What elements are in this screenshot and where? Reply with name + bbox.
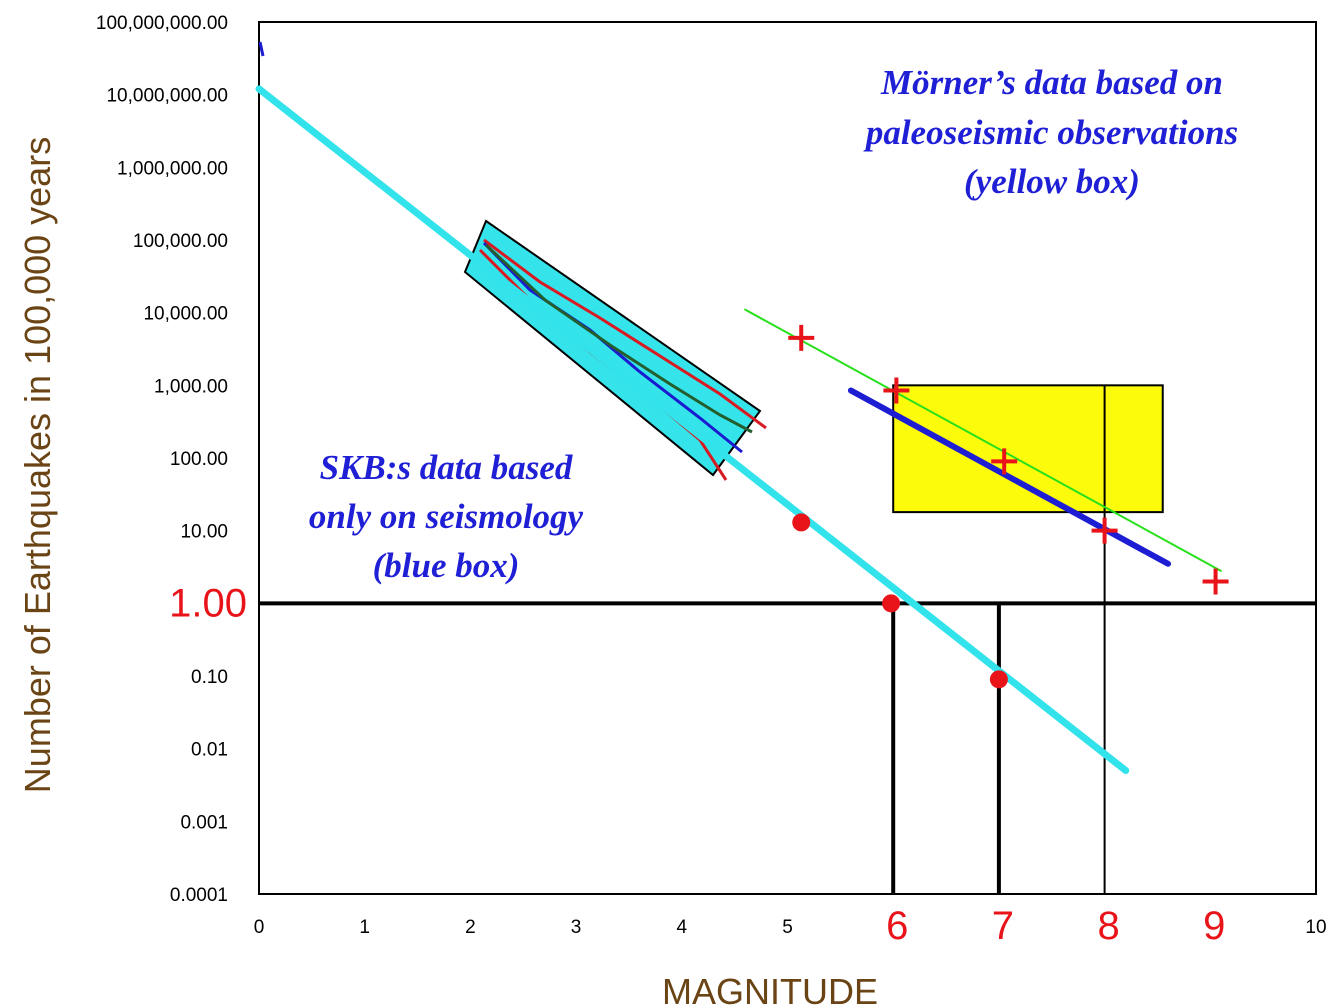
x-axis-label: MAGNITUDE xyxy=(662,971,878,1008)
x-tick-label-8: 8 xyxy=(1097,904,1119,948)
red-dot-2 xyxy=(882,594,901,613)
blue-box-trace-3 xyxy=(484,243,753,434)
cyan-line-start-mark xyxy=(258,41,265,57)
yellow-box xyxy=(892,384,1164,514)
tick-labels: 100,000,000.00 10,000,000.00 1,000,000.00 1… xyxy=(96,13,1327,948)
y-tick-label-7: 10.00 xyxy=(180,522,228,543)
y-tick-label-2: 1,000,000.00 xyxy=(117,158,228,179)
red-plus-5 xyxy=(1202,568,1229,595)
green-line xyxy=(744,308,1222,572)
y-tick-label-3: 100,000.00 xyxy=(133,231,228,252)
cyan-fit-line xyxy=(255,85,1130,775)
series-lines xyxy=(255,41,1222,775)
blue-line xyxy=(847,387,1172,567)
series-marks xyxy=(788,324,1229,689)
red-plus-3 xyxy=(991,448,1018,475)
x-tick-label-1: 1 xyxy=(359,917,370,938)
background-marks xyxy=(259,384,1316,894)
skb-annotation-line-2: only on seismology xyxy=(309,497,584,536)
red-dot-1 xyxy=(792,513,811,532)
y-tick-label-1: 10,000,000.00 xyxy=(106,86,228,107)
blue-box-trace-2 xyxy=(482,241,743,454)
red-plus-1 xyxy=(788,324,815,351)
y-axis-label: Number of Earthquakes in 100,000 years xyxy=(17,137,58,793)
y-tick-label-8: 1.00 xyxy=(169,581,247,625)
y-tick-label-10: 0.01 xyxy=(191,740,228,761)
morner-annotation-line-1: Mörner’s data based on xyxy=(880,63,1223,102)
y-tick-label-0: 100,000,000.00 xyxy=(96,13,228,34)
morner-annotation-line-3: (yellow box) xyxy=(964,162,1140,201)
y-tick-label-4: 10,000.00 xyxy=(143,304,228,325)
y-tick-label-11: 0.001 xyxy=(180,812,228,833)
y-tick-label-5: 1,000.00 xyxy=(154,376,228,397)
x-tick-label-6: 6 xyxy=(886,904,908,948)
y-tick-label-9: 0.10 xyxy=(191,667,228,688)
skb-annotation-line-1: SKB:s data based xyxy=(320,448,573,487)
y-tick-label-12: 0.0001 xyxy=(170,885,228,906)
x-tick-label-4: 4 xyxy=(677,917,688,938)
blue-box-trace-1 xyxy=(483,238,767,430)
morner-annotation-line-2: paleoseismic observations xyxy=(863,113,1238,152)
x-tick-label-5: 5 xyxy=(782,917,793,938)
red-dot-3 xyxy=(989,670,1008,689)
red-plus-2 xyxy=(883,377,910,404)
red-plus-4 xyxy=(1091,517,1118,544)
x-tick-label-10: 10 xyxy=(1305,917,1326,938)
y-tick-label-6: 100.00 xyxy=(170,449,228,470)
x-tick-label-9: 9 xyxy=(1203,904,1225,948)
x-tick-label-3: 3 xyxy=(571,917,582,938)
x-tick-label-7: 7 xyxy=(992,904,1014,948)
x-tick-label-2: 2 xyxy=(465,917,476,938)
skb-annotation-line-3: (blue box) xyxy=(373,546,520,585)
x-tick-label-0: 0 xyxy=(254,917,265,938)
